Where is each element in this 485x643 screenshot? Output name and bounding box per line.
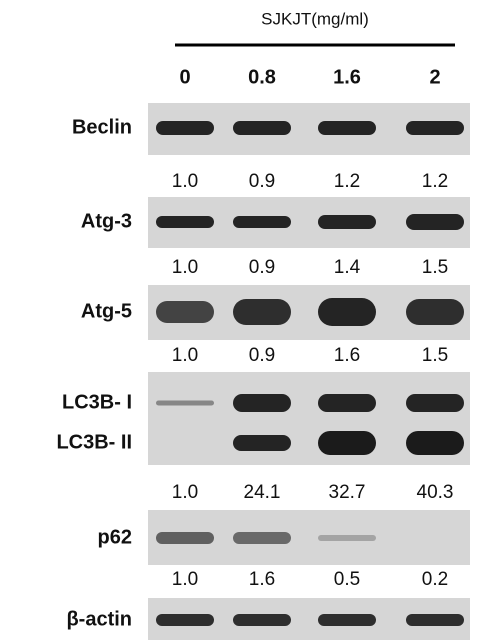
quantification: 1.0 [172, 569, 198, 590]
band [318, 298, 376, 326]
quantification: 1.2 [422, 171, 448, 192]
protein-label: β-actin [66, 608, 132, 630]
quantification: 1.0 [172, 257, 198, 278]
band [406, 431, 464, 455]
protein-label: Atg-5 [81, 300, 132, 322]
quantification: 24.1 [244, 482, 281, 503]
band [156, 121, 214, 135]
protein-label: Atg-3 [81, 210, 132, 232]
band [156, 301, 214, 323]
band [318, 431, 376, 455]
band [318, 394, 376, 412]
dose-label: 0.8 [248, 66, 276, 88]
quantification: 0.2 [422, 569, 448, 590]
quantification: 1.0 [172, 171, 198, 192]
quantification: 1.4 [334, 257, 361, 278]
band [233, 299, 291, 325]
dose-label: 1.6 [333, 66, 361, 88]
protein-label: p62 [98, 526, 132, 548]
dose-label: 2 [429, 66, 440, 88]
quantification: 1.6 [249, 569, 275, 590]
band [233, 121, 291, 135]
protein-label: LC3B- II [56, 431, 132, 453]
band [406, 394, 464, 412]
band [406, 614, 464, 626]
quantification: 1.0 [172, 482, 198, 503]
protein-label: Beclin [72, 116, 132, 138]
band [406, 299, 464, 325]
band [406, 121, 464, 135]
band [233, 216, 291, 228]
quantification: 0.5 [334, 569, 360, 590]
band [156, 532, 214, 544]
dose-label: 0 [179, 66, 190, 88]
band [233, 435, 291, 451]
band [156, 614, 214, 626]
quantification: 1.5 [422, 257, 448, 278]
band [233, 532, 291, 544]
quantification: 0.9 [249, 345, 275, 366]
band [156, 400, 214, 406]
quantification: 1.0 [172, 345, 198, 366]
band [318, 614, 376, 626]
band [156, 216, 214, 228]
band [406, 214, 464, 230]
quantification: 1.6 [334, 345, 360, 366]
band [318, 215, 376, 229]
band [318, 535, 376, 541]
band [233, 614, 291, 626]
treatment-label: SJKJT(mg/ml) [261, 9, 369, 28]
quantification: 0.9 [249, 257, 275, 278]
band [233, 394, 291, 412]
band [318, 121, 376, 135]
quantification: 1.2 [334, 171, 360, 192]
quantification: 0.9 [249, 171, 275, 192]
quantification: 40.3 [417, 482, 454, 503]
protein-label: LC3B- I [62, 391, 132, 413]
quantification: 32.7 [329, 482, 366, 503]
quantification: 1.5 [422, 345, 448, 366]
